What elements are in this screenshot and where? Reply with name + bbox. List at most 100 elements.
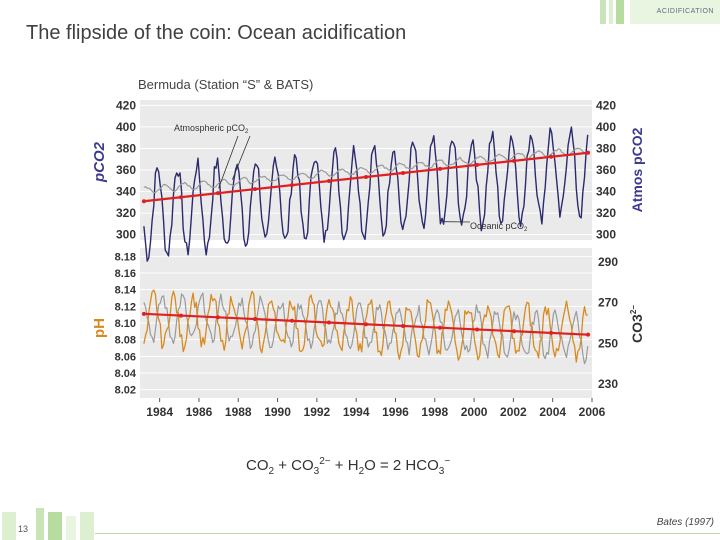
y-tick-label: 320 xyxy=(116,206,136,220)
y2-tick-label: 420 xyxy=(596,98,616,112)
eq-co2: CO xyxy=(246,457,269,474)
annotation-leader xyxy=(218,135,239,189)
eq-hco3: O = 2 HCO xyxy=(364,457,439,474)
series-oceanic-pco2 xyxy=(143,126,589,262)
y-tick-label: 400 xyxy=(116,120,136,134)
x-tick-label: 1998 xyxy=(421,405,448,419)
top-panel-ticks: 300 320 340 360 380 400 420 300 320 340 360 380 400 4… xyxy=(116,98,616,241)
y2-tick-label: 290 xyxy=(598,255,618,269)
annotations: Atmospheric pCO2 Oceanic pCO2 xyxy=(174,123,528,233)
footer-rule xyxy=(95,533,720,534)
top-panel-title: Bermuda (Station “S” & BATS) xyxy=(138,77,313,92)
y-tick-label: 300 xyxy=(116,228,136,242)
y-tick-label: 8.06 xyxy=(115,351,136,363)
trend-point xyxy=(252,187,257,192)
eq-co3-sub: 3 xyxy=(313,466,320,477)
y2-tick-label: 340 xyxy=(596,185,616,199)
trend-point xyxy=(512,158,517,163)
eq-hco3-sub: 3 xyxy=(438,466,445,477)
trend-point xyxy=(215,315,220,320)
trend-point xyxy=(178,195,183,200)
x-tick-label: 2004 xyxy=(539,405,566,419)
series-ph xyxy=(143,292,589,365)
x-tick-label: 1990 xyxy=(264,405,291,419)
trend-point xyxy=(215,191,220,196)
x-tick-label: 1988 xyxy=(225,405,252,419)
y2-tick-label: 400 xyxy=(596,120,616,134)
annotation-oceanic-pco2: Oceanic pCO2 xyxy=(470,221,528,233)
trend-point xyxy=(364,175,368,179)
y-tick-label: 8.02 xyxy=(115,385,136,397)
x-tick-label: 1992 xyxy=(304,405,331,419)
x-tick-label: 1996 xyxy=(382,405,409,419)
bottom-panel-ticks: 8.02 8.04 8.06 8.08 8.10 8.12 8.14 8.16 8.18 230 2… xyxy=(115,251,619,396)
trend-point xyxy=(141,311,146,316)
x-tick-label: 2002 xyxy=(500,405,527,419)
trend-point xyxy=(401,170,406,175)
y-tick-label: 8.04 xyxy=(115,368,137,380)
page-number: 13 xyxy=(18,524,29,534)
series-atmospheric-pco2 xyxy=(143,147,589,194)
y-tick-label: 8.10 xyxy=(115,318,136,330)
citation: Bates (1997) xyxy=(656,517,714,528)
footer-decoration xyxy=(2,508,94,540)
trend-point xyxy=(364,322,368,327)
y2-tick-label: 320 xyxy=(596,206,616,220)
trend-point xyxy=(438,166,443,171)
y-tick-label: 8.14 xyxy=(115,285,137,297)
top-panel-series xyxy=(141,126,591,262)
x-axis-ticks: 1984 1986 1988 1990 1992 1994 1996 1998 2000 2002… xyxy=(146,398,606,419)
trend-point xyxy=(438,325,443,330)
y2-tick-label: 380 xyxy=(596,141,616,155)
y-tick-label: 8.16 xyxy=(115,268,136,280)
x-tick-label: 2000 xyxy=(461,405,488,419)
chart-area: 300 320 340 360 380 400 420 300 320 340 360 380 400 4… xyxy=(88,70,648,430)
annotation-leader xyxy=(231,135,251,180)
top-y2label: Atmos pCO2 xyxy=(629,127,645,212)
series-co3 xyxy=(143,289,588,363)
trend-point xyxy=(141,199,146,204)
y-tick-label: 8.08 xyxy=(115,335,136,347)
chemical-equation: CO2 + CO32− + H2O = 2 HCO3− xyxy=(246,456,450,477)
section-label: ACIDIFICATION xyxy=(656,8,714,15)
trend-point xyxy=(326,179,331,184)
eq-co2-sub: 2 xyxy=(268,466,275,477)
eq-co3: + CO xyxy=(274,457,314,474)
trend-point xyxy=(586,332,591,337)
chart-svg: 300 320 340 360 380 400 420 300 320 340 360 380 400 4… xyxy=(91,77,645,419)
y2-tick-label: 250 xyxy=(598,336,618,350)
trend-point xyxy=(326,320,331,325)
eq-hco3-sup: − xyxy=(444,456,451,467)
bottom-y2label: CO32− xyxy=(629,305,645,343)
y-tick-label: 8.12 xyxy=(115,301,136,313)
y-tick-label: 420 xyxy=(116,98,136,112)
y2-tick-label: 230 xyxy=(598,377,618,391)
eq-h2o-sub: 2 xyxy=(358,466,365,477)
x-tick-label: 1984 xyxy=(146,405,173,419)
top-ylabel: pCO2 xyxy=(91,141,108,183)
x-tick-label: 1986 xyxy=(186,405,213,419)
y-tick-label: 360 xyxy=(116,163,136,177)
eq-co3-sup: 2− xyxy=(319,456,331,467)
eq-h2o: + H xyxy=(330,457,359,474)
trend-point xyxy=(586,150,591,155)
trend-point xyxy=(178,313,183,318)
x-tick-label: 1994 xyxy=(343,405,370,419)
annotation-atmospheric-pco2: Atmospheric pCO2 xyxy=(174,123,249,135)
trend-point xyxy=(512,329,517,334)
trend-point xyxy=(549,330,554,335)
bottom-panel-series xyxy=(141,289,591,365)
y2-tick-label: 300 xyxy=(596,228,616,242)
y2-tick-label: 360 xyxy=(596,163,616,177)
corner-decoration xyxy=(600,0,720,24)
y-tick-label: 380 xyxy=(116,141,136,155)
trend-point xyxy=(475,162,480,167)
y-tick-label: 8.18 xyxy=(115,251,136,263)
trend-point xyxy=(289,183,294,188)
y-tick-label: 340 xyxy=(116,185,136,199)
x-tick-label: 2006 xyxy=(579,405,606,419)
trend-point xyxy=(252,317,257,322)
bottom-ylabel: pH xyxy=(91,318,108,338)
y2-tick-label: 270 xyxy=(598,296,618,310)
trend-point xyxy=(549,154,554,159)
